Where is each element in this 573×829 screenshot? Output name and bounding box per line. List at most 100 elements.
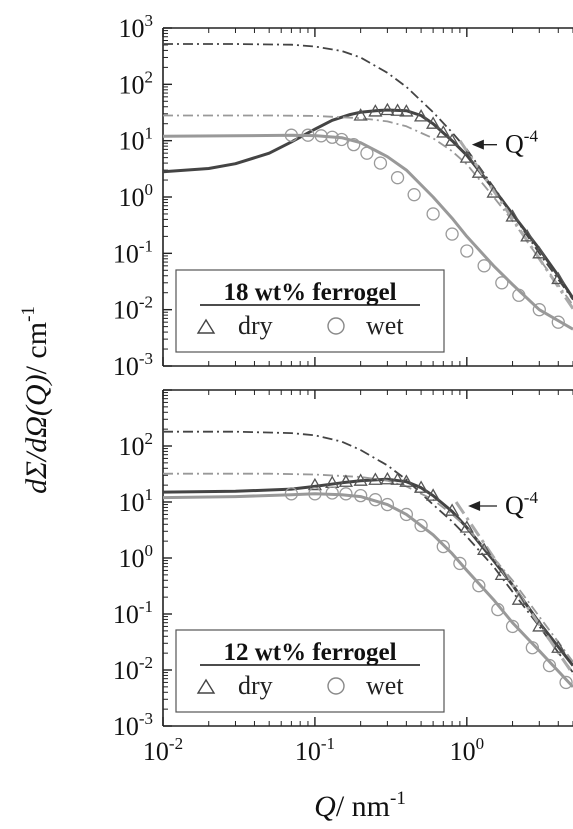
dry-data-point xyxy=(532,246,547,259)
y-axis-title-text: dΣ/dΩ(Q)/ cm-1 xyxy=(18,306,53,494)
wet-data-point xyxy=(477,259,491,273)
y-tick-label: 10-2 xyxy=(113,653,153,685)
q-4-slope-line xyxy=(454,501,573,676)
dry-data-point xyxy=(436,125,451,138)
top-panel: 10-3 10-2 10-1 100 101 102 103 Q-4 18 wt% ferrog… xyxy=(113,11,573,381)
annotation-arrowhead xyxy=(471,139,484,150)
y-tick-label: 10-1 xyxy=(113,236,153,268)
wet-data-point xyxy=(491,602,505,617)
y-axis-title: dΣ/dΩ(Q)/ cm-1 xyxy=(18,306,53,494)
wet-data-point xyxy=(284,487,299,501)
legend-label-wet: wet xyxy=(366,671,404,700)
legend-triangle-marker xyxy=(196,318,216,334)
q-4-label: Q-4 xyxy=(505,488,538,520)
dry-data-point xyxy=(413,480,429,493)
annotation-arrowhead xyxy=(468,501,481,511)
dry-data-point xyxy=(459,150,474,163)
y-tick-label: 10-3 xyxy=(113,709,153,741)
y-tick-label: 100 xyxy=(119,541,154,573)
dry-data-point xyxy=(425,116,441,129)
wet-data-point xyxy=(308,487,322,501)
wet-data-point xyxy=(339,487,353,501)
y-tick-label: 101 xyxy=(119,124,154,156)
legend-title: 12 wt% ferrogel xyxy=(223,639,396,666)
y-tick-label: 10-2 xyxy=(113,293,153,325)
x-tick-label: 10-2 xyxy=(143,734,183,766)
model-curve xyxy=(163,43,573,301)
wet-data-point xyxy=(532,303,546,317)
dry-data-point xyxy=(551,271,566,285)
wet-data-point xyxy=(314,129,328,143)
plot-area xyxy=(163,43,573,331)
x-tick-label: 100 xyxy=(450,734,485,766)
dry-data-point xyxy=(390,103,405,116)
dry-data-point xyxy=(353,108,368,121)
dry-data-point xyxy=(477,542,492,555)
wet-data-point xyxy=(390,171,405,185)
dry-data-point xyxy=(551,640,566,653)
x-axis-title-text: Q/ nm-1 xyxy=(314,788,406,823)
dry-data-point xyxy=(338,474,354,487)
wet-data-point xyxy=(380,497,395,512)
wet-data-point xyxy=(284,128,299,142)
wet-data-point xyxy=(505,619,520,634)
dry-data-point xyxy=(444,133,460,146)
y-tick-label: 101 xyxy=(119,485,154,517)
dry-data-point xyxy=(444,503,460,516)
legend-box xyxy=(175,269,445,353)
wet-data-point xyxy=(399,507,414,522)
legend-label-dry: dry xyxy=(238,671,273,700)
wet-data-point xyxy=(360,146,374,160)
x-tick-label: 10-1 xyxy=(295,734,335,766)
dry-data-point xyxy=(399,104,414,117)
wet-data-point xyxy=(414,518,428,533)
dry-data-point xyxy=(368,472,383,485)
wet-data-point xyxy=(325,130,339,144)
legend-label-dry: dry xyxy=(238,311,273,340)
legend-box xyxy=(175,629,445,713)
legend-label-wet: wet xyxy=(366,311,404,340)
legend: 18 wt% ferrogel dry wet xyxy=(175,269,445,353)
dry-data-point xyxy=(353,473,368,486)
y-tick-label: 103 xyxy=(119,11,154,43)
wet-data-point xyxy=(335,132,349,147)
dry-data-point xyxy=(413,109,429,122)
legend-circle-marker xyxy=(327,677,345,695)
wet-data-point xyxy=(453,556,467,571)
wet-data-point xyxy=(436,539,450,554)
wet-data-point xyxy=(512,288,526,302)
wet-data-point xyxy=(551,315,565,329)
wet-data-point xyxy=(445,227,459,241)
dry-data-point xyxy=(494,567,509,581)
dry-data-point xyxy=(380,102,395,116)
legend-circle-marker xyxy=(327,317,345,335)
wet-data-point xyxy=(325,486,339,500)
y-tick-label: 102 xyxy=(119,429,154,461)
model-curve xyxy=(163,430,573,674)
dry-data-point xyxy=(520,229,535,242)
q-4-slope-line xyxy=(458,139,573,310)
y-tick-label: 100 xyxy=(119,180,154,212)
wet-data-point xyxy=(559,675,573,690)
y-tick-label: 10-1 xyxy=(113,597,153,629)
legend-title: 18 wt% ferrogel xyxy=(223,279,396,306)
legend-triangle-marker xyxy=(196,678,216,694)
dry-data-point xyxy=(390,472,405,485)
fit-curve xyxy=(163,492,573,688)
y-tick-label: 10-3 xyxy=(113,349,153,381)
dry-data-point xyxy=(486,185,501,198)
wet-data-point xyxy=(353,488,368,503)
dry-data-point xyxy=(380,471,395,485)
dry-data-point xyxy=(511,592,526,605)
dry-data-point xyxy=(399,474,414,487)
wet-data-point xyxy=(472,579,486,593)
dry-data-point xyxy=(368,104,383,117)
wet-data-point xyxy=(407,188,421,202)
wet-data-point xyxy=(301,128,315,142)
plot-area xyxy=(163,430,573,690)
q-4-label: Q-4 xyxy=(505,127,538,159)
wet-data-point xyxy=(368,493,383,507)
wet-data-point xyxy=(426,207,440,221)
